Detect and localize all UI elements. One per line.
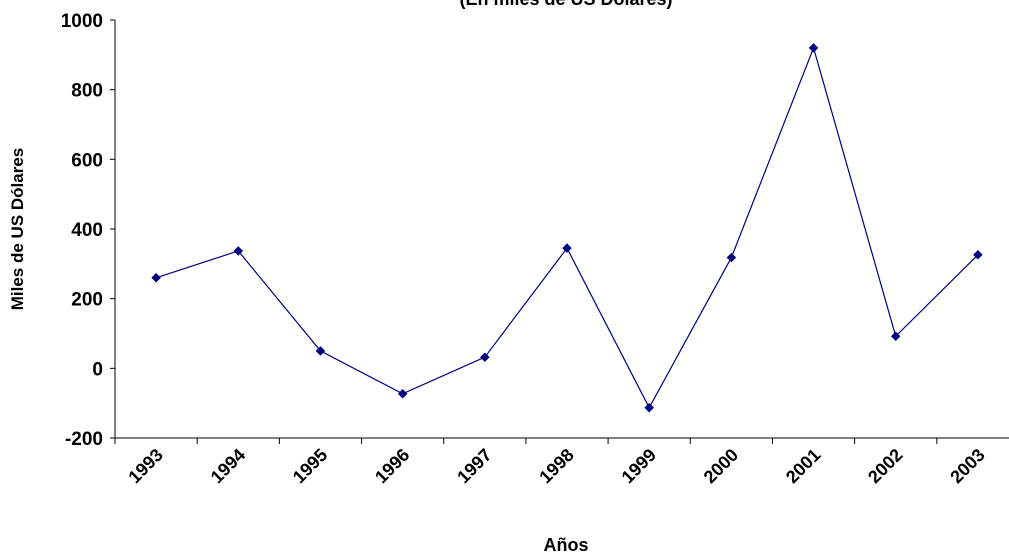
- plot-title-clip: (En miles de US Dólares): [459, 0, 672, 9]
- y-tick-label: 0: [92, 359, 103, 380]
- x-tick-label: 1993: [124, 445, 166, 487]
- data-point-marker: [397, 388, 408, 399]
- data-point-marker: [233, 246, 244, 256]
- x-tick-label: 1994: [207, 445, 249, 487]
- data-point-marker: [890, 331, 901, 342]
- data-point-marker: [151, 272, 161, 283]
- x-tick-label: 2003: [946, 445, 988, 487]
- y-tick-label: -200: [65, 429, 103, 450]
- y-axis-label: Miles de US Dólares: [8, 148, 27, 311]
- y-tick-label: 200: [71, 290, 103, 311]
- y-tick-label: 400: [71, 220, 103, 241]
- x-tick-label: 1995: [289, 445, 331, 487]
- data-point-marker: [726, 252, 737, 263]
- series-line: [155, 45, 979, 409]
- data-point-marker: [808, 43, 819, 53]
- y-tick-label: 600: [71, 150, 103, 171]
- x-tick-label: 1996: [371, 445, 413, 487]
- y-tick-label: 800: [71, 81, 103, 102]
- y-tick-label: 1000: [61, 11, 103, 32]
- data-point-marker: [562, 243, 572, 254]
- x-tick-label: 2000: [700, 445, 742, 487]
- data-point-marker: [644, 402, 655, 413]
- x-tick-label: 1999: [618, 445, 660, 487]
- x-tick-label: 1998: [535, 445, 577, 487]
- data-point-marker: [973, 249, 983, 260]
- x-tick-label: 2001: [782, 445, 824, 487]
- x-axis-label: Años: [544, 535, 589, 554]
- axes: -200 0 200 400 600 800 1000 1993 1994 1995 1996 199…: [61, 11, 1009, 487]
- data-point-marker: [479, 352, 490, 363]
- x-tick-label: 2002: [864, 445, 906, 487]
- data-point-marker: [315, 346, 326, 356]
- chart-title: (En miles de US Dólares): [459, 0, 672, 9]
- series-layer: [151, 43, 983, 413]
- x-tick-label: 1997: [453, 445, 495, 487]
